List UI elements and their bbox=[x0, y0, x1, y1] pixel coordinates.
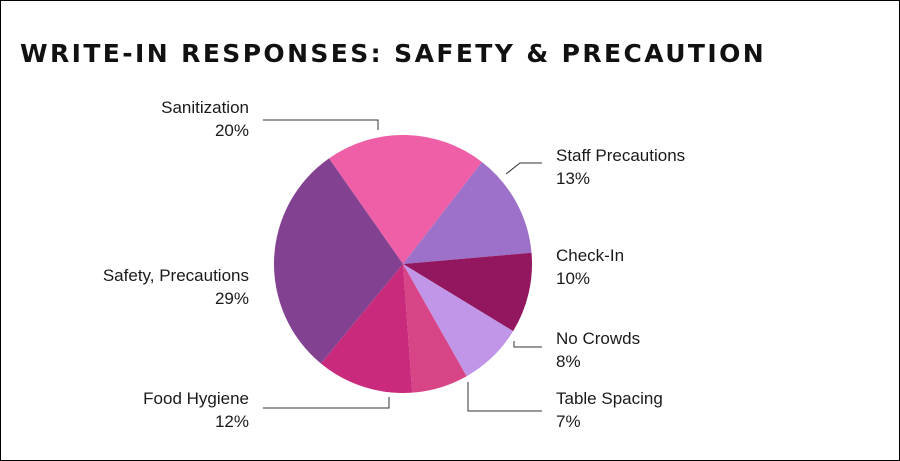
slice-percent-staff-precautions: 13% bbox=[556, 169, 590, 188]
pie-slice-food-hygiene bbox=[320, 264, 413, 393]
leader-line-staff-precautions bbox=[505, 162, 542, 175]
leader-line-food-hygiene bbox=[263, 397, 390, 409]
leader-line-table-spacing bbox=[467, 382, 542, 412]
slice-percent-check-in: 10% bbox=[556, 269, 590, 288]
slice-label-staff-precautions: Staff Precautions bbox=[556, 146, 685, 165]
slice-label-table-spacing: Table Spacing bbox=[556, 389, 663, 408]
pie-slice-sanitization bbox=[329, 134, 482, 264]
slice-label-no-crowds: No Crowds bbox=[556, 329, 640, 348]
leader-line-no-crowds bbox=[513, 341, 542, 348]
slice-percent-no-crowds: 8% bbox=[556, 352, 581, 371]
slice-percent-table-spacing: 7% bbox=[556, 412, 581, 431]
pie-slice-staff-precautions bbox=[403, 161, 532, 264]
pie-slice-check-in bbox=[403, 252, 533, 332]
chart-title: WRITE-IN RESPONSES: SAFETY & PRECAUTION bbox=[20, 39, 767, 68]
slice-label-safety-precautions: Safety, Precautions bbox=[103, 266, 249, 285]
slice-percent-food-hygiene: 12% bbox=[215, 412, 249, 431]
pie-slice-no-crowds bbox=[403, 264, 514, 377]
slice-label-sanitization: Sanitization bbox=[161, 98, 249, 117]
slice-percent-safety-precautions: 29% bbox=[215, 289, 249, 308]
pie-slice-safety-precautions bbox=[274, 158, 403, 364]
pie-slice-table-spacing bbox=[403, 264, 467, 393]
leader-line-sanitization bbox=[263, 119, 379, 130]
slice-percent-sanitization: 20% bbox=[215, 121, 249, 140]
slice-label-check-in: Check-In bbox=[556, 246, 624, 265]
slice-label-food-hygiene: Food Hygiene bbox=[143, 389, 249, 408]
